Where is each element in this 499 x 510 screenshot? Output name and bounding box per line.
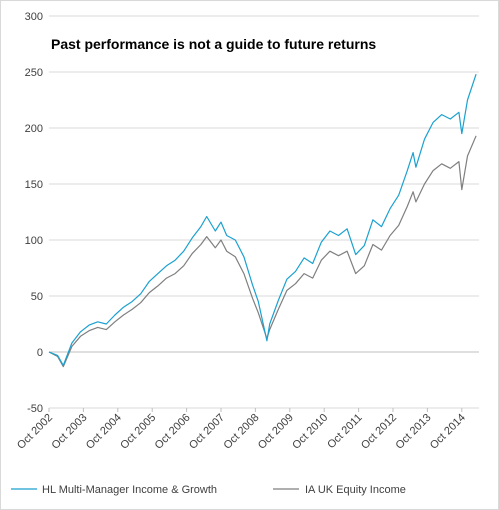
- y-tick-label: 100: [25, 235, 43, 247]
- x-tick-label: Oct 2003: [49, 412, 89, 452]
- y-tick-label: 150: [25, 179, 43, 191]
- x-tick-label: Oct 2004: [84, 412, 124, 452]
- y-tick-label: 250: [25, 67, 43, 79]
- x-tick-label: Oct 2014: [428, 412, 468, 452]
- series-lines: [48, 74, 477, 368]
- x-tick-label: Oct 2009: [256, 412, 296, 452]
- legend: HL Multi-Manager Income & Growth IA UK E…: [11, 484, 406, 496]
- y-tick-label: 200: [25, 123, 43, 135]
- x-tick-label: Oct 2006: [153, 412, 193, 452]
- series-line-ia-uk-equity-income: [48, 135, 477, 368]
- gridlines: [49, 15, 479, 409]
- legend-label-hl: HL Multi-Manager Income & Growth: [42, 484, 217, 496]
- x-tick-label: Oct 2002: [15, 412, 55, 452]
- series-line-hl-multi-manager: [48, 74, 477, 366]
- y-axis-ticks: -50 0 50 100 150 200 250 300: [25, 11, 43, 415]
- y-tick-label: -50: [27, 403, 43, 415]
- x-tick-label: Oct 2011: [325, 412, 364, 451]
- x-tick-label: Oct 2005: [118, 412, 158, 452]
- y-tick-label: 50: [31, 291, 43, 303]
- x-tick-label: Oct 2010: [290, 412, 330, 452]
- x-tick-label: Oct 2013: [393, 412, 433, 452]
- y-tick-label: 300: [25, 11, 43, 23]
- x-tick-label: Oct 2007: [187, 412, 227, 452]
- chart-title: Past performance is not a guide to futur…: [51, 36, 376, 52]
- x-tick-label: Oct 2012: [359, 412, 399, 452]
- legend-label-ia: IA UK Equity Income: [305, 484, 406, 496]
- x-tick-label: Oct 2008: [221, 412, 261, 452]
- y-tick-label: 0: [37, 347, 43, 359]
